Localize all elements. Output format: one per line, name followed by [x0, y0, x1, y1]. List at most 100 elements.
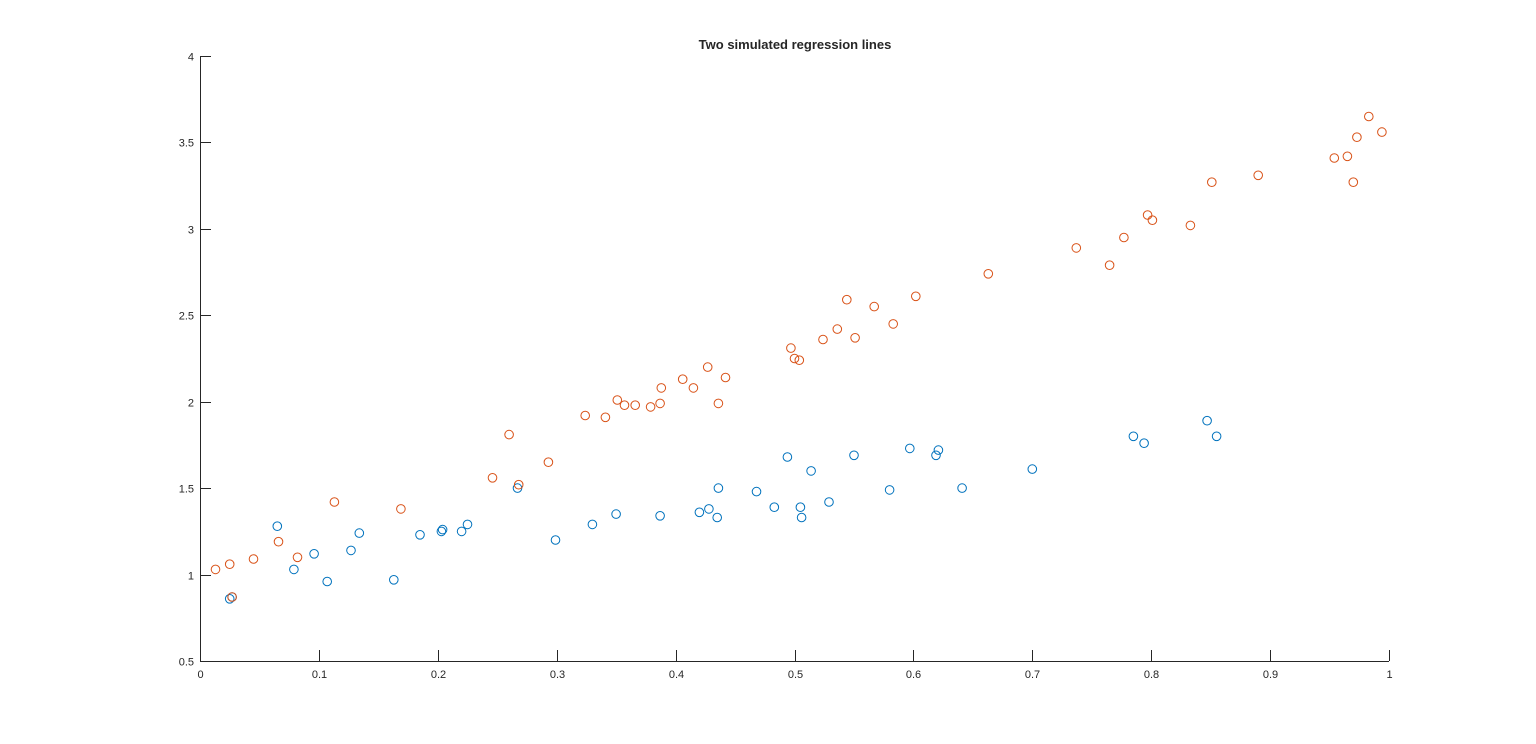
data-point-marker [550, 535, 561, 545]
data-point-marker [655, 398, 665, 409]
x-tick-label: 1 [1386, 669, 1392, 681]
data-point-marker [656, 383, 667, 393]
y-tick-label: 1 [188, 571, 194, 583]
data-point-marker [796, 512, 807, 523]
data-point-marker [983, 269, 994, 279]
data-point-marker [456, 526, 467, 537]
y-tick-label: 4 [188, 52, 194, 64]
data-point-marker [842, 294, 852, 305]
x-tick-label: 0.1 [312, 669, 327, 681]
data-point-marker [346, 545, 356, 556]
data-point-marker [248, 554, 259, 564]
data-point-marker [1377, 127, 1387, 137]
data-point-marker [1202, 415, 1212, 426]
data-point-marker [869, 301, 880, 312]
data-point-marker [273, 536, 284, 547]
data-point-marker [587, 519, 598, 530]
data-point-marker [513, 479, 524, 490]
x-tick-label: 0.7 [1025, 669, 1040, 681]
data-point-marker [611, 509, 621, 519]
x-tick-label: 0.2 [431, 669, 446, 681]
data-point-marker [227, 592, 237, 602]
data-point-marker [688, 383, 699, 393]
x-tick-label: 0.6 [906, 669, 921, 681]
x-tick-label: 0.4 [669, 669, 684, 681]
data-point-marker [694, 507, 705, 518]
data-point-marker [702, 362, 713, 372]
data-point-marker [850, 333, 860, 343]
data-point-marker [580, 410, 591, 421]
data-point-marker [1348, 177, 1359, 187]
data-point-marker [905, 443, 915, 454]
data-point-marker [789, 353, 800, 364]
data-point-marker [210, 564, 221, 575]
x-tick-label: 0.8 [1144, 669, 1159, 681]
data-point-marker [786, 343, 796, 353]
data-point-marker [1364, 111, 1374, 122]
data-point-marker [389, 575, 399, 585]
data-point-marker [487, 473, 498, 483]
data-point-marker [645, 402, 656, 412]
data-point-marker [415, 530, 425, 540]
data-point-marker [933, 445, 944, 455]
data-point-marker [504, 429, 514, 440]
data-point-marker [224, 559, 235, 570]
data-point-marker [713, 398, 724, 409]
data-point-marker [224, 594, 235, 604]
x-tick-label: 0 [197, 669, 203, 681]
series-2 [210, 111, 1387, 602]
data-point-marker [1207, 177, 1217, 187]
data-point-marker [713, 483, 724, 493]
data-point-marker [720, 372, 731, 383]
data-point-marker [1147, 215, 1158, 225]
data-point-marker [824, 497, 834, 507]
y-tick-label: 0.5 [179, 657, 194, 669]
data-point-marker [354, 528, 365, 538]
data-point-marker [322, 576, 333, 587]
y-tick-label: 3 [188, 225, 194, 237]
data-point-marker [437, 524, 448, 535]
data-point-marker [1211, 431, 1222, 442]
data-point-marker [1185, 220, 1196, 231]
plot-axes: 0 0.1 0.2 0.3 0.4 0.5 0.6 0.7 0.8 0.9 1 0.5 1 1.5 2 2.… [179, 52, 1393, 682]
data-point-marker [832, 324, 843, 334]
data-point-marker [655, 511, 665, 521]
data-point-marker [769, 502, 780, 513]
x-tick-label: 0.3 [550, 669, 565, 681]
data-point-marker [292, 552, 303, 563]
data-point-marker [1027, 464, 1038, 474]
data-point-marker [462, 519, 473, 530]
data-point-marker [436, 526, 447, 537]
data-point-marker [309, 549, 319, 559]
data-point-marker [957, 483, 967, 493]
data-point-marker [712, 512, 723, 523]
data-point-marker [600, 412, 611, 423]
data-point-marker [1342, 151, 1353, 162]
data-point-marker [272, 521, 283, 532]
y-tick-label: 2 [188, 398, 194, 410]
y-tick-label: 1.5 [179, 484, 194, 496]
chart-title: Two simulated regression lines [699, 37, 892, 52]
data-point-marker [806, 466, 816, 476]
data-point-marker [612, 395, 623, 405]
x-tick-label: 0.9 [1263, 669, 1278, 681]
data-point-marker [704, 504, 714, 514]
data-point-marker [911, 291, 921, 302]
data-point-marker [751, 486, 762, 497]
data-point-marker [1071, 243, 1082, 253]
data-point-marker [289, 564, 299, 575]
data-point-marker [782, 452, 793, 462]
data-point-marker [677, 374, 688, 385]
y-tick-label: 2.5 [179, 311, 194, 323]
data-point-marker [630, 400, 641, 411]
x-axis-ticks: 0 0.1 0.2 0.3 0.4 0.5 0.6 0.7 0.8 0.9 1 [197, 650, 1393, 681]
data-point-marker [543, 457, 554, 468]
data-point-marker [619, 400, 630, 411]
data-point-marker [1142, 210, 1153, 220]
y-tick-label: 3.5 [179, 138, 194, 150]
data-series [210, 111, 1387, 604]
data-point-marker [931, 450, 941, 461]
data-point-marker [818, 334, 828, 345]
